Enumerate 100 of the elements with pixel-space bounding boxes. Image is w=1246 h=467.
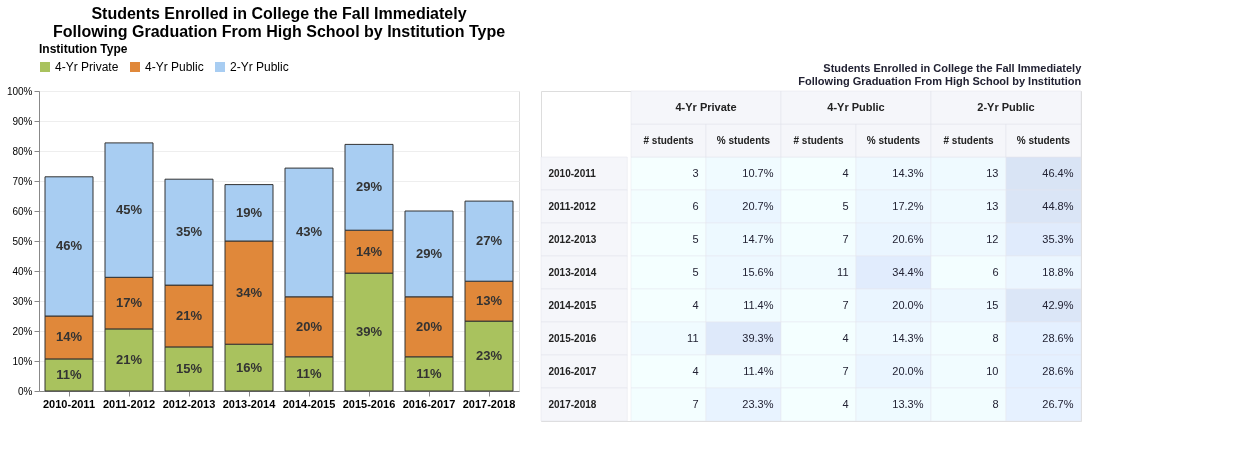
x-tick-label: 2012-2013 — [162, 397, 216, 410]
chart-title: Students Enrolled in College the Fall Immediately Following Graduation From High School by Institution Type — [52, 5, 506, 40]
y-tick-label: 2011-2012 — [548, 200, 597, 212]
y-tick-label: 2015-2016 — [548, 332, 597, 344]
data-label: 13% — [475, 293, 503, 309]
y-tick-label: 2014-2015 — [548, 299, 597, 311]
legend-title: Institution Type — [39, 42, 128, 56]
data-label: 44.8% — [1042, 199, 1074, 212]
data-label: 14% — [355, 243, 383, 259]
x-tick-label: % students — [1016, 134, 1071, 146]
data-label: 8 — [992, 397, 999, 410]
data-label: 11% — [416, 365, 443, 381]
data-label: 5 — [842, 199, 849, 212]
x-tick-label: 2014-2015 — [282, 397, 336, 410]
data-label: 21% — [175, 308, 203, 323]
y-tick-label: 20% — [12, 325, 33, 337]
x-tick-label: # students — [943, 134, 994, 146]
data-label: 7 — [842, 298, 849, 311]
y-tick-label: 10% — [12, 355, 33, 367]
data-label: 23% — [475, 348, 503, 364]
data-label: 28.6% — [1042, 331, 1074, 344]
text: 4-Yr Private — [675, 100, 737, 113]
y-tick-label: 40% — [12, 265, 33, 277]
data-label: 4 — [842, 397, 849, 410]
data-label: 19% — [235, 204, 263, 220]
data-label: 20% — [295, 318, 323, 334]
x-tick-label: 2013-2014 — [222, 397, 277, 410]
data-label: 15.6% — [742, 265, 774, 278]
text: 4-Yr Public — [827, 100, 885, 113]
data-label: 7 — [842, 232, 849, 245]
data-label: 46.4% — [1042, 166, 1074, 179]
data-label: 17.2% — [892, 199, 924, 212]
y-tick-label: 0% — [18, 385, 33, 397]
data-label: 23.3% — [742, 397, 774, 410]
y-tick-label: 80% — [12, 145, 33, 157]
x-tick-label: % students — [866, 134, 921, 146]
data-label: 8 — [992, 331, 999, 344]
data-label: 12 — [986, 232, 999, 245]
data-label: 11% — [56, 366, 83, 382]
x-tick-label: 2015-2016 — [342, 397, 396, 410]
data-label: 13 — [986, 166, 999, 179]
data-label: 6 — [692, 199, 699, 212]
x-tick-label: 2011-2012 — [103, 397, 155, 410]
data-label: 28.6% — [1042, 364, 1074, 377]
data-label: 11% — [296, 365, 323, 381]
data-label: 13 — [986, 199, 999, 212]
y-tick-label: 70% — [12, 175, 33, 187]
data-label: 26.7% — [1042, 397, 1074, 410]
data-label: 4 — [842, 331, 849, 344]
x-tick-label: % students — [716, 134, 771, 146]
data-label: 34.4% — [892, 265, 924, 278]
data-label: 7 — [692, 397, 699, 410]
data-label: 43% — [295, 224, 323, 240]
data-label: 10 — [986, 364, 999, 377]
data-label: 27% — [475, 233, 503, 249]
data-label: 17% — [115, 295, 143, 311]
legend-label: 4-Yr Public — [145, 60, 204, 74]
data-label: 14.3% — [892, 166, 924, 179]
data-label: 5 — [692, 232, 699, 245]
legend-label: 4-Yr Private — [55, 60, 119, 74]
y-tick-label: 2012-2013 — [548, 233, 597, 245]
data-label: 11 — [837, 265, 849, 278]
x-tick-label: 2010-2011 — [43, 397, 95, 410]
data-label: 11 — [687, 331, 699, 344]
y-tick-label: 2013-2014 — [548, 266, 597, 278]
x-tick-label: 2016-2017 — [402, 397, 456, 410]
y-tick-label: 2010-2011 — [548, 167, 597, 179]
data-label: 20% — [415, 318, 443, 334]
data-label: 14% — [55, 329, 83, 345]
legend-label: 2-Yr Public — [230, 60, 289, 74]
data-label: 39.3% — [742, 331, 774, 344]
data-label: 11.4% — [743, 364, 774, 377]
data-label: 5 — [692, 265, 699, 278]
data-label: 20.0% — [892, 298, 924, 311]
data-label: 14.7% — [742, 232, 774, 245]
data-label: 4 — [842, 166, 849, 179]
data-label: 7 — [842, 364, 849, 377]
data-label: 45% — [115, 202, 143, 218]
data-label: 14.3% — [892, 331, 924, 344]
data-label: 34% — [235, 284, 263, 300]
data-label: 16% — [235, 359, 263, 375]
data-label: 4 — [692, 298, 699, 311]
data-label: 20.0% — [892, 364, 924, 377]
data-label: 3 — [692, 166, 699, 179]
data-label: 29% — [415, 245, 443, 261]
data-label: 4 — [692, 364, 699, 377]
data-label: 35% — [175, 224, 203, 240]
data-label: 10.7% — [742, 166, 774, 179]
y-tick-label: 2016-2017 — [548, 365, 597, 377]
data-label: 11.4% — [743, 298, 774, 311]
data-label: 29% — [355, 179, 383, 195]
y-tick-label: 100% — [6, 85, 33, 97]
data-label: 13.3% — [892, 397, 924, 410]
y-tick-label: 60% — [12, 205, 33, 217]
data-label: 21% — [115, 351, 143, 367]
data-label: 20.6% — [892, 232, 924, 245]
data-label: 18.8% — [1042, 265, 1074, 278]
x-tick-label: 2017-2018 — [462, 397, 516, 410]
data-label: 15 — [986, 298, 999, 311]
x-tick-label: # students — [793, 134, 844, 146]
